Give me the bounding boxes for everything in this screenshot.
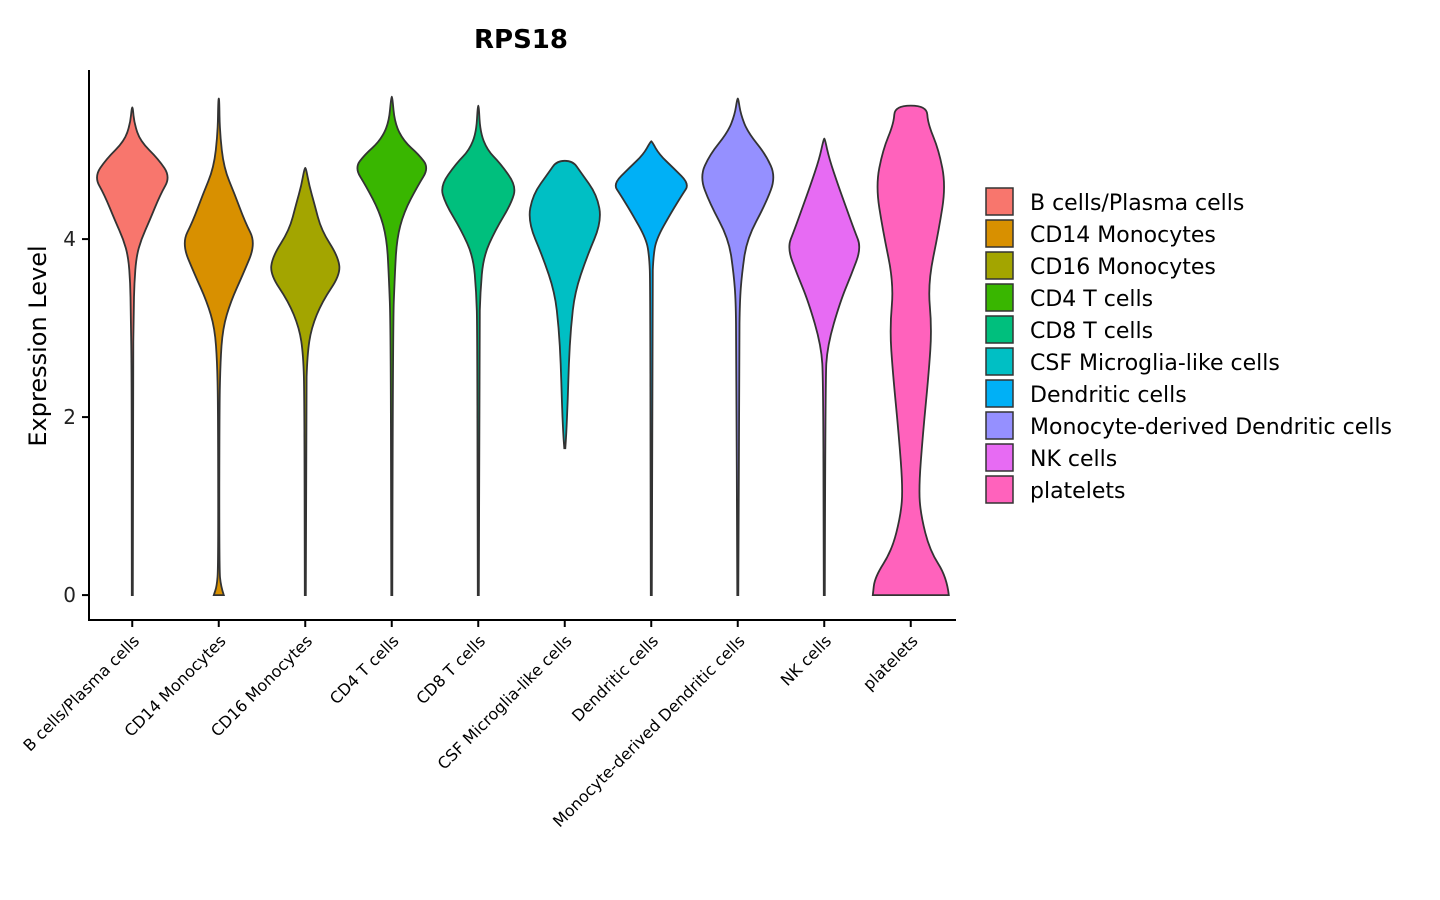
chart-title: RPS18 — [474, 25, 568, 55]
legend-swatch-cd16-monocytes — [985, 251, 1014, 280]
x-tick-label: platelets — [859, 631, 922, 694]
legend-swatch-monocyte-derived-dendritic-cells — [985, 411, 1014, 440]
legend-label-cd8-t-cells: CD8 T cells — [1030, 319, 1153, 344]
x-tick-label: CD8 T cells — [412, 631, 489, 708]
legend-swatch-nk-cells — [985, 443, 1014, 472]
x-tick-label: CD4 T cells — [326, 631, 403, 708]
legend-swatch-cd8-t-cells — [985, 315, 1014, 344]
legend-label-dendritic-cells: Dendritic cells — [1030, 383, 1187, 408]
violin-nk-cells — [788, 137, 861, 596]
legend-label-b-cells-plasma-cells: B cells/Plasma cells — [1030, 191, 1244, 216]
legend-label-cd16-monocytes: CD16 Monocytes — [1030, 255, 1216, 280]
legend: B cells/Plasma cells CD14 Monocytes CD16 M… — [985, 187, 1392, 504]
x-tick-label: NK cells — [777, 631, 835, 689]
legend-label-platelets: platelets — [1030, 479, 1125, 504]
violin-b-cells-plasma-cells — [96, 106, 169, 596]
legend-swatch-dendritic-cells — [985, 379, 1014, 408]
y-tick-label: 0 — [63, 583, 76, 607]
violin-series — [96, 95, 950, 596]
legend-swatch-platelets — [985, 475, 1014, 504]
y-tick-label: 2 — [63, 405, 76, 429]
x-tick-label: Dendritic cells — [568, 631, 662, 725]
y-axis-ticks: 0 2 4 — [63, 227, 89, 607]
violin-csf-microglia-like-cells — [528, 159, 601, 450]
violin-cd16-monocytes — [270, 166, 341, 596]
violin-platelets — [871, 104, 950, 596]
violin-dendritic-cells — [614, 140, 688, 596]
legend-swatch-cd14-monocytes — [985, 219, 1014, 248]
legend-label-nk-cells: NK cells — [1030, 447, 1117, 472]
y-axis-label: Expression Level — [24, 245, 52, 446]
legend-swatch-cd4-t-cells — [985, 283, 1014, 312]
legend-label-csf-microglia-like-cells: CSF Microglia-like cells — [1030, 351, 1280, 376]
y-tick-label: 4 — [63, 227, 76, 251]
legend-swatch-b-cells-plasma-cells — [985, 187, 1014, 216]
violin-cd8-t-cells — [441, 104, 516, 596]
legend-swatch-csf-microglia-like-cells — [985, 347, 1014, 376]
violin-cd4-t-cells — [356, 95, 428, 596]
violin-monocyte-derived-dendritic-cells — [701, 97, 775, 596]
x-tick-label: Monocyte-derived Dendritic cells — [549, 631, 749, 831]
violin-cd14-monocytes — [183, 97, 254, 596]
x-tick-label: B cells/Plasma cells — [19, 631, 143, 755]
legend-label-cd4-t-cells: CD4 T cells — [1030, 287, 1153, 312]
legend-label-monocyte-derived-dendritic-cells: Monocyte-derived Dendritic cells — [1030, 415, 1392, 440]
legend-label-cd14-monocytes: CD14 Monocytes — [1030, 223, 1216, 248]
